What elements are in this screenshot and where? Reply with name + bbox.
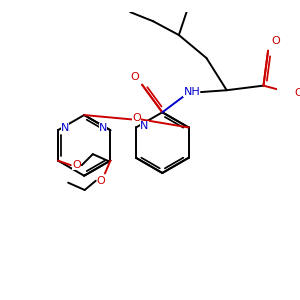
Text: N: N [140, 121, 148, 130]
Text: O: O [294, 88, 300, 98]
Text: O: O [132, 112, 141, 123]
Text: O: O [72, 160, 81, 170]
Text: N: N [61, 123, 69, 134]
Text: N: N [99, 123, 107, 134]
Text: O: O [271, 37, 280, 46]
Text: O: O [130, 72, 139, 82]
Text: O: O [97, 176, 106, 186]
Text: NH: NH [183, 87, 200, 97]
